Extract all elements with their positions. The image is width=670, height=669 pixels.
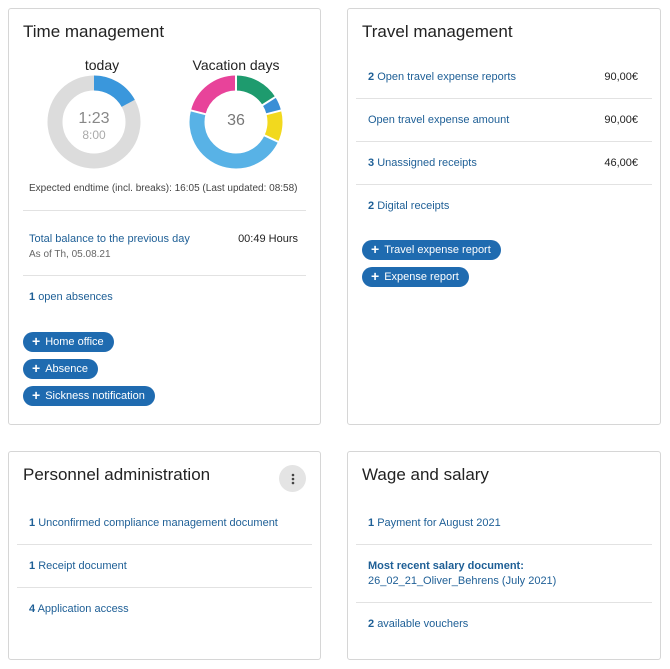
add-travel-expense-report-button[interactable]: + Travel expense report [362, 240, 501, 260]
vacation-segment-3 [189, 75, 283, 169]
open-travel-expense-reports-value: 90,00€ [604, 71, 638, 83]
today-donut-progress [47, 75, 141, 169]
more-options-button[interactable] [279, 465, 306, 492]
row-label: Payment for August 2021 [377, 517, 501, 529]
expected-endtime: Expected endtime (incl. breaks): 16:05 (… [29, 183, 298, 194]
payment-link[interactable]: 1 Payment for August 2021 [368, 517, 501, 529]
vacation-segment-2 [189, 75, 283, 169]
card-title: Wage and salary [362, 465, 489, 484]
total-balance-link[interactable]: Total balance to the previous day [29, 233, 190, 245]
open-absences-count: 1 [29, 291, 36, 303]
plus-icon: + [371, 268, 380, 284]
personnel-administration-card: Personnel administration 1 Unconfirmed c… [8, 451, 321, 660]
plus-icon: + [32, 387, 41, 403]
sickness-notification-label: Sickness notification [45, 390, 145, 402]
balance-value: 00:49 Hours [238, 233, 298, 245]
today-time: 1:23 [78, 110, 110, 127]
today-donut-chart [47, 75, 141, 169]
row-count: 2 [368, 618, 375, 630]
row-label: available vouchers [377, 618, 469, 630]
recent-salary-document-label: Most recent salary document: [368, 560, 524, 572]
unassigned-receipts-value: 46,00€ [604, 157, 638, 169]
row-label: Open travel expense reports [377, 71, 516, 83]
receipt-document-link[interactable]: 1 Receipt document [29, 560, 127, 572]
divider [23, 275, 306, 276]
row-label: Application access [37, 603, 129, 615]
row-count: 3 [368, 157, 375, 169]
unassigned-receipts-link[interactable]: 3 Unassigned receipts [368, 157, 477, 169]
more-vertical-icon [291, 473, 294, 484]
recent-salary-document-link[interactable]: 26_02_21_Oliver_Behrens (July 2021) [368, 575, 557, 587]
add-absence-button[interactable]: + Absence [23, 359, 98, 379]
row-label: Unassigned receipts [377, 157, 477, 169]
plus-icon: + [32, 360, 41, 376]
divider [356, 544, 652, 545]
today-target: 8:00 [82, 128, 106, 142]
divider [17, 587, 312, 588]
add-sickness-notification-button[interactable]: + Sickness notification [23, 386, 155, 406]
vacation-segment-separator [261, 95, 277, 107]
row-count: 2 [368, 200, 375, 212]
absence-label: Absence [45, 363, 88, 375]
travel-expense-report-label: Travel expense report [384, 244, 491, 256]
row-label: Receipt document [38, 560, 127, 572]
wage-and-salary-card: Wage and salary 1 Payment for August 202… [347, 451, 661, 660]
unconfirmed-compliance-document-link[interactable]: 1 Unconfirmed compliance management docu… [29, 517, 278, 529]
travel-management-card: Travel management 2 Open travel expense … [347, 8, 661, 425]
card-title: Travel management [362, 22, 513, 41]
divider [23, 210, 306, 211]
card-title: Time management [23, 22, 165, 41]
time-management-card: Time management today 1:23 8:00 Vacation… [8, 8, 321, 425]
vacation-segment-separator [190, 109, 207, 116]
vacation-donut-chart [189, 75, 283, 169]
expense-report-label: Expense report [384, 271, 459, 283]
open-travel-expense-reports-link[interactable]: 2 Open travel expense reports [368, 71, 516, 83]
plus-icon: + [371, 241, 380, 257]
digital-receipts-link[interactable]: 2 Digital receipts [368, 200, 449, 212]
plus-icon: + [32, 333, 41, 349]
vacation-label: Vacation days [192, 57, 280, 73]
row-count: 1 [29, 560, 36, 572]
open-absences-label: open absences [38, 291, 113, 303]
application-access-link[interactable]: 4 Application access [29, 603, 129, 615]
vacation-days-value: 36 [227, 112, 245, 129]
divider [356, 98, 652, 99]
open-absences-link[interactable]: 1 open absences [29, 291, 113, 303]
add-expense-report-button[interactable]: + Expense report [362, 267, 469, 287]
home-office-label: Home office [45, 336, 104, 348]
add-home-office-button[interactable]: + Home office [23, 332, 114, 352]
row-count: 1 [29, 517, 36, 529]
available-vouchers-link[interactable]: 2 available vouchers [368, 618, 468, 630]
row-label: Digital receipts [377, 200, 450, 212]
row-count: 4 [29, 603, 36, 615]
row-label: Unconfirmed compliance management docume… [38, 517, 278, 529]
open-travel-expense-amount-value: 90,00€ [604, 114, 638, 126]
row-count: 2 [368, 71, 375, 83]
row-count: 1 [368, 517, 375, 529]
balance-as-of: As of Th, 05.08.21 [29, 249, 111, 260]
vacation-segment-separator [265, 109, 282, 116]
divider [356, 602, 652, 603]
divider [356, 184, 652, 185]
divider [356, 141, 652, 142]
today-label: today [84, 57, 120, 73]
open-travel-expense-amount-link[interactable]: Open travel expense amount [368, 114, 510, 126]
divider [17, 544, 312, 545]
vacation-segment-separator [263, 134, 279, 143]
card-title: Personnel administration [23, 465, 211, 484]
